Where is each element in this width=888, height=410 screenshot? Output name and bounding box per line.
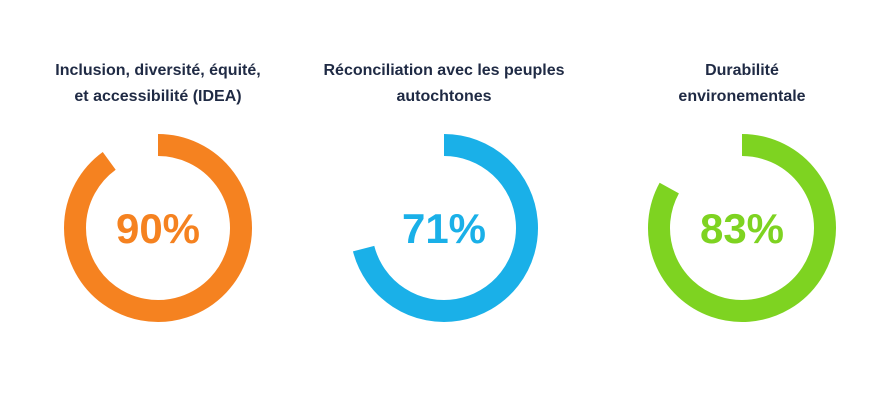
chart-title: Durabilité environementale	[594, 58, 888, 110]
chart-title-line: autochtones	[396, 88, 492, 105]
donut-arc	[64, 134, 252, 322]
percent-label: 90%	[116, 205, 200, 252]
percent-label: 83%	[700, 205, 784, 252]
chart-title-line: et accessibilité (IDEA)	[74, 88, 242, 105]
chart-title: Réconciliation avec les peuples autochto…	[296, 58, 592, 110]
chart-title-line: Inclusion, diversité, équité,	[55, 62, 261, 79]
chart-title-line: Durabilité	[705, 62, 779, 79]
donut-svg: 90%	[64, 134, 252, 322]
donut-svg: 83%	[648, 134, 836, 322]
donut-arc	[648, 134, 836, 322]
chart-idea: Inclusion, diversité, équité, et accessi…	[10, 0, 306, 410]
chart-title-line: Réconciliation avec les peuples	[323, 62, 565, 79]
percent-label: 71%	[402, 205, 486, 252]
donut-arc	[352, 134, 538, 322]
chart-reconciliation: Réconciliation avec les peuples autochto…	[296, 0, 592, 410]
chart-title-line: environementale	[678, 88, 806, 105]
chart-durabilite: Durabilité environementale 83%	[594, 0, 888, 410]
chart-title: Inclusion, diversité, équité, et accessi…	[10, 58, 306, 110]
donut-svg: 71%	[352, 134, 538, 322]
